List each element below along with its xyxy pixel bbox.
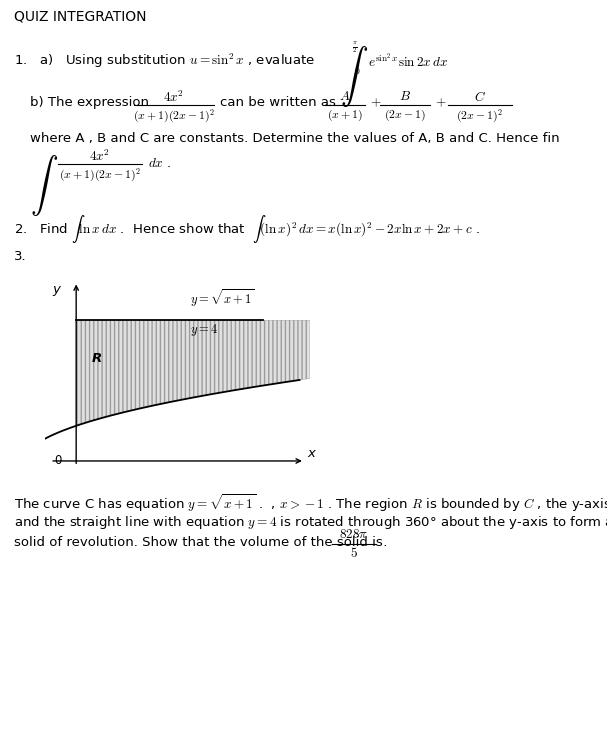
Text: $+$: $+$ <box>435 96 447 109</box>
Text: solid of revolution. Show that the volume of the solid is: solid of revolution. Show that the volum… <box>14 536 383 549</box>
Text: $A$: $A$ <box>339 90 351 103</box>
Text: $828\pi$: $828\pi$ <box>339 528 368 541</box>
Text: 0: 0 <box>55 454 62 467</box>
Text: QUIZ INTEGRATION: QUIZ INTEGRATION <box>14 10 146 24</box>
Text: where A , B and C are constants. Determine the values of A, B and C. Hence fin: where A , B and C are constants. Determi… <box>30 132 560 145</box>
Text: The curve C has equation $y=\sqrt{x+1}$ .  , $x>-1$ . The region $R$ is bounded : The curve C has equation $y=\sqrt{x+1}$ … <box>14 492 607 514</box>
Text: $(2x-1)$: $(2x-1)$ <box>384 108 426 123</box>
Text: $(2x-1)^2$: $(2x-1)^2$ <box>456 108 504 125</box>
Text: x: x <box>307 447 315 460</box>
Text: $C$: $C$ <box>474 90 486 104</box>
Text: y: y <box>53 283 61 296</box>
Text: R: R <box>92 352 102 365</box>
Text: and the straight line with equation $y=4$ is rotated through 360° about the y-ax: and the straight line with equation $y=4… <box>14 514 607 531</box>
Text: $e^{\sin^2 x}\sin 2x\,dx$: $e^{\sin^2 x}\sin 2x\,dx$ <box>368 52 448 70</box>
Text: 2.   Find $\int \ln x\,dx$ .  Hence show that  $\int (\ln x)^2\,dx = x(\ln x)^2-: 2. Find $\int \ln x\,dx$ . Hence show th… <box>14 213 480 245</box>
Text: $(x+1)$: $(x+1)$ <box>327 108 363 123</box>
Text: $4x^2$: $4x^2$ <box>163 90 185 105</box>
Text: $(x+1)(2x-1)^2$: $(x+1)(2x-1)^2$ <box>59 167 141 184</box>
Text: $\frac{\pi}{2}$: $\frac{\pi}{2}$ <box>352 40 358 55</box>
Text: $(x+1)(2x-1)^2$: $(x+1)(2x-1)^2$ <box>133 108 215 125</box>
Text: $y=4$: $y=4$ <box>191 321 219 337</box>
Text: $B$: $B$ <box>399 90 411 103</box>
Text: $5$: $5$ <box>350 546 358 560</box>
Text: can be written as: can be written as <box>220 96 336 109</box>
Text: $0$: $0$ <box>354 66 361 76</box>
Text: $dx$ .: $dx$ . <box>148 157 171 170</box>
Text: $4x^2$: $4x^2$ <box>89 149 110 165</box>
Text: b) The expression: b) The expression <box>30 96 149 109</box>
Text: 3.: 3. <box>14 250 27 263</box>
Text: 1.   a)   Using substitution $u = \sin^2 x$ , evaluate: 1. a) Using substitution $u = \sin^2 x$ … <box>14 52 315 70</box>
Text: $y=\sqrt{x+1}$: $y=\sqrt{x+1}$ <box>191 288 255 310</box>
Text: .: . <box>379 536 387 549</box>
Text: $+$: $+$ <box>370 96 382 109</box>
Text: $\int$: $\int$ <box>30 153 58 218</box>
Text: $\int$: $\int$ <box>340 44 368 109</box>
